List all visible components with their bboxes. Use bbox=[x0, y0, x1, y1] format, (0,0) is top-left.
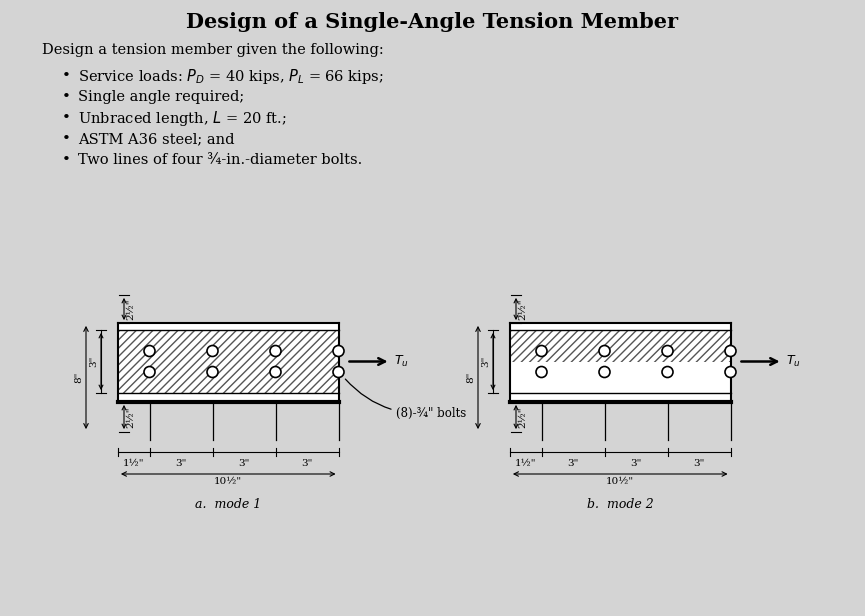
Circle shape bbox=[725, 346, 736, 357]
Circle shape bbox=[333, 346, 344, 357]
Circle shape bbox=[270, 367, 281, 378]
Circle shape bbox=[599, 346, 610, 357]
Text: •: • bbox=[62, 90, 71, 104]
Circle shape bbox=[333, 367, 344, 378]
Text: 3": 3" bbox=[631, 459, 642, 468]
Text: $T_u$: $T_u$ bbox=[786, 354, 801, 369]
Text: 1½": 1½" bbox=[515, 459, 536, 468]
Text: 2½": 2½" bbox=[518, 298, 527, 320]
Text: •: • bbox=[62, 69, 71, 83]
Text: 3": 3" bbox=[301, 459, 312, 468]
Bar bbox=[118, 330, 338, 393]
Bar bbox=[118, 323, 338, 402]
Text: 1½": 1½" bbox=[123, 459, 144, 468]
Text: •: • bbox=[62, 132, 71, 146]
Bar bbox=[510, 323, 731, 402]
Text: •: • bbox=[62, 111, 71, 125]
Text: Single angle required;: Single angle required; bbox=[78, 90, 244, 104]
Text: 8": 8" bbox=[74, 372, 83, 383]
Text: Service loads: $P_D$ = 40 kips, $P_L$ = 66 kips;: Service loads: $P_D$ = 40 kips, $P_L$ = … bbox=[78, 67, 384, 86]
Text: 10½": 10½" bbox=[606, 477, 634, 486]
Circle shape bbox=[144, 346, 155, 357]
Text: 3": 3" bbox=[176, 459, 187, 468]
Text: 2½": 2½" bbox=[126, 298, 135, 320]
Text: Two lines of four ¾-in.-diameter bolts.: Two lines of four ¾-in.-diameter bolts. bbox=[78, 153, 362, 167]
Text: (8)-¾" bolts: (8)-¾" bolts bbox=[345, 379, 467, 420]
Text: b.  mode 2: b. mode 2 bbox=[586, 498, 654, 511]
Circle shape bbox=[270, 346, 281, 357]
Text: •: • bbox=[62, 153, 71, 167]
Text: 2½": 2½" bbox=[126, 406, 135, 428]
Circle shape bbox=[207, 367, 218, 378]
Text: 3": 3" bbox=[567, 459, 579, 468]
Text: 3": 3" bbox=[481, 356, 490, 367]
Text: Unbraced length, $L$ = 20 ft.;: Unbraced length, $L$ = 20 ft.; bbox=[78, 108, 286, 128]
Text: a.  mode 1: a. mode 1 bbox=[195, 498, 261, 511]
Circle shape bbox=[144, 367, 155, 378]
Text: 10½": 10½" bbox=[215, 477, 242, 486]
Circle shape bbox=[536, 346, 547, 357]
Circle shape bbox=[725, 367, 736, 378]
Circle shape bbox=[662, 367, 673, 378]
Text: $T_u$: $T_u$ bbox=[394, 354, 409, 369]
Text: Design a tension member given the following:: Design a tension member given the follow… bbox=[42, 43, 384, 57]
Bar bbox=[510, 330, 731, 362]
Circle shape bbox=[207, 346, 218, 357]
Circle shape bbox=[599, 367, 610, 378]
Text: 2½": 2½" bbox=[518, 406, 527, 428]
Text: 3": 3" bbox=[239, 459, 250, 468]
Text: Design of a Single-Angle Tension Member: Design of a Single-Angle Tension Member bbox=[186, 12, 678, 32]
Text: 8": 8" bbox=[466, 372, 475, 383]
Circle shape bbox=[536, 367, 547, 378]
Text: 3": 3" bbox=[694, 459, 705, 468]
Text: ASTM A36 steel; and: ASTM A36 steel; and bbox=[78, 132, 234, 146]
Text: 3": 3" bbox=[89, 356, 98, 367]
Circle shape bbox=[662, 346, 673, 357]
